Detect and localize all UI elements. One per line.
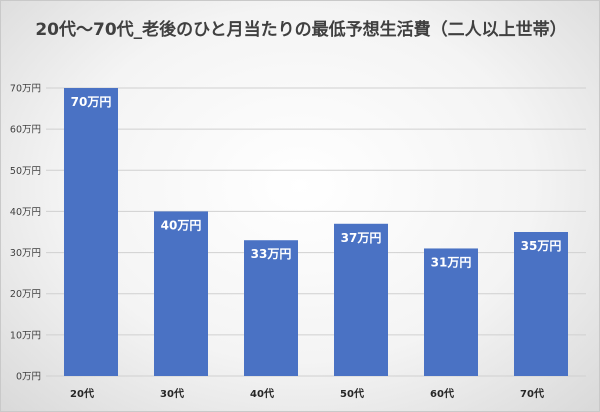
bar (514, 232, 568, 376)
x-category-label: 70代 (520, 387, 544, 400)
bar (154, 211, 208, 376)
y-tick-label: 50万円 (10, 166, 41, 177)
y-tick-label: 10万円 (10, 330, 41, 341)
x-axis-category-labels: 20代 30代 40代 50代 60代 70代 (70, 387, 544, 400)
x-category-label: 40代 (250, 387, 274, 400)
y-tick-label: 40万円 (10, 207, 41, 218)
gridlines (46, 87, 586, 377)
bar-data-label: 35万円 (521, 239, 562, 253)
bar-data-label: 37万円 (341, 231, 382, 245)
data-labels: 70万円 40万円 33万円 37万円 31万円 35万円 (71, 95, 562, 269)
bar-data-label: 33万円 (251, 247, 292, 261)
chart-title: 20代～70代_老後のひと月当たりの最低予想生活費（二人以上世帯） (35, 20, 567, 40)
bar (424, 248, 478, 376)
x-category-label: 30代 (160, 387, 184, 400)
x-category-label: 60代 (430, 387, 454, 400)
x-category-label: 20代 (70, 387, 94, 400)
bar (64, 88, 118, 376)
bar (334, 223, 388, 376)
bar (244, 240, 298, 376)
bars (64, 88, 568, 376)
x-category-label: 50代 (340, 387, 364, 400)
y-tick-label: 30万円 (10, 248, 41, 259)
bar-data-label: 40万円 (161, 218, 202, 232)
y-tick-label: 20万円 (10, 289, 41, 300)
y-tick-label: 0万円 (16, 372, 41, 383)
bar-data-label: 31万円 (431, 255, 472, 269)
y-axis-tick-labels: 0万円 10万円 20万円 30万円 40万円 50万円 60万円 70万円 (10, 84, 41, 383)
y-tick-label: 60万円 (10, 125, 41, 136)
bar-data-label: 70万円 (71, 95, 112, 109)
y-tick-label: 70万円 (10, 84, 41, 95)
